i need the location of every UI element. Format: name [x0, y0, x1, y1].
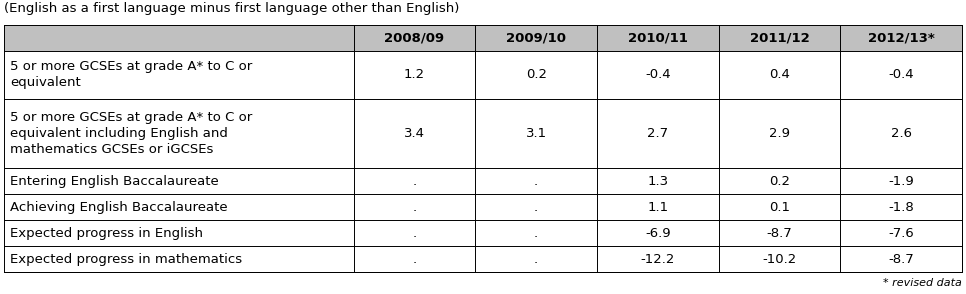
Text: 3.4: 3.4 — [404, 127, 425, 140]
Text: .: . — [534, 227, 538, 240]
Text: 0.4: 0.4 — [769, 69, 790, 81]
Bar — [4, 99, 962, 168]
Text: -1.9: -1.9 — [889, 175, 914, 188]
Text: .: . — [534, 175, 538, 188]
Text: 1.2: 1.2 — [404, 69, 425, 81]
Text: 2.9: 2.9 — [769, 127, 790, 140]
Text: 2012/13*: 2012/13* — [867, 31, 934, 44]
Bar — [4, 25, 962, 51]
Text: 0.2: 0.2 — [526, 69, 547, 81]
Text: 2008/09: 2008/09 — [384, 31, 444, 44]
Text: .: . — [412, 175, 416, 188]
Text: 0.1: 0.1 — [769, 201, 790, 214]
Text: 2010/11: 2010/11 — [628, 31, 688, 44]
Text: 3.1: 3.1 — [526, 127, 547, 140]
Text: Entering English Baccalaureate: Entering English Baccalaureate — [10, 175, 218, 188]
Text: -7.6: -7.6 — [889, 227, 914, 240]
Text: 1.1: 1.1 — [647, 201, 668, 214]
Text: 2011/12: 2011/12 — [750, 31, 810, 44]
Text: 2.7: 2.7 — [647, 127, 668, 140]
Bar — [4, 246, 962, 272]
Bar — [4, 51, 962, 99]
Text: Achieving English Baccalaureate: Achieving English Baccalaureate — [10, 201, 227, 214]
Text: .: . — [534, 253, 538, 265]
Text: .: . — [412, 201, 416, 214]
Text: * revised data: * revised data — [883, 278, 962, 288]
Text: Expected progress in mathematics: Expected progress in mathematics — [10, 253, 242, 265]
Text: 1.3: 1.3 — [647, 175, 668, 188]
Text: Expected progress in English: Expected progress in English — [10, 227, 203, 240]
Text: -12.2: -12.2 — [640, 253, 675, 265]
Text: -8.7: -8.7 — [767, 227, 792, 240]
Text: -6.9: -6.9 — [645, 227, 670, 240]
Bar — [4, 194, 962, 220]
Text: 5 or more GCSEs at grade A* to C or
equivalent: 5 or more GCSEs at grade A* to C or equi… — [10, 61, 252, 89]
Text: 5 or more GCSEs at grade A* to C or
equivalent including English and
mathematics: 5 or more GCSEs at grade A* to C or equi… — [10, 111, 252, 156]
Text: -0.4: -0.4 — [645, 69, 670, 81]
Text: .: . — [534, 201, 538, 214]
Text: -1.8: -1.8 — [889, 201, 914, 214]
Text: (English as a first language minus first language other than English): (English as a first language minus first… — [4, 2, 460, 15]
Text: .: . — [412, 227, 416, 240]
Text: -0.4: -0.4 — [889, 69, 914, 81]
Text: -10.2: -10.2 — [762, 253, 797, 265]
Text: 2009/10: 2009/10 — [506, 31, 566, 44]
Text: 0.2: 0.2 — [769, 175, 790, 188]
Text: -8.7: -8.7 — [889, 253, 914, 265]
Bar — [4, 220, 962, 246]
Bar — [4, 168, 962, 194]
Text: .: . — [412, 253, 416, 265]
Text: 2.6: 2.6 — [891, 127, 912, 140]
